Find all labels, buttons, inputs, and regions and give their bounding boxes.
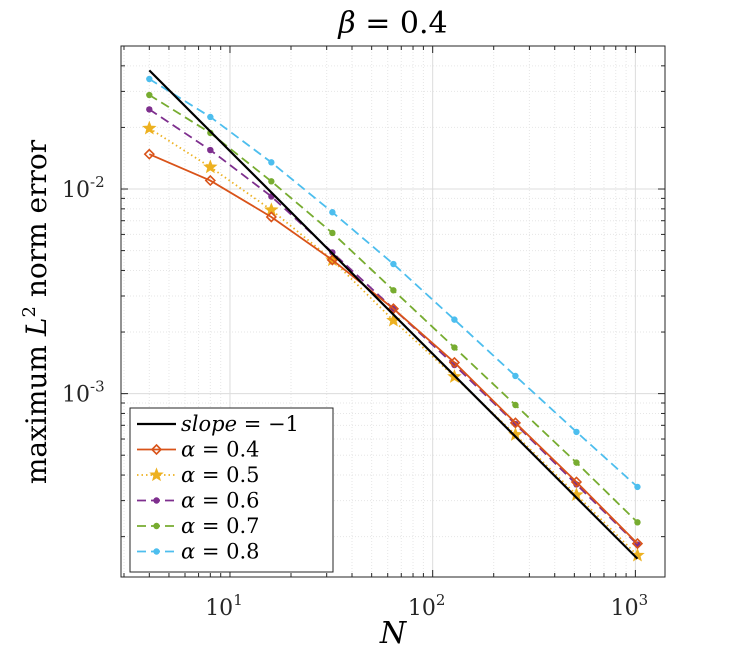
legend-item: α = 0.6: [137, 489, 260, 513]
legend-label: α = 0.5: [181, 463, 260, 487]
title-value: = 0.4: [356, 6, 448, 41]
data-point: [153, 522, 160, 530]
x-tick-label: 102: [408, 591, 446, 621]
legend-label: α = 0.8: [181, 540, 260, 564]
data-point: [573, 459, 580, 466]
data-point: [570, 476, 583, 488]
series--0.7: [146, 91, 641, 526]
data-point: [143, 148, 155, 160]
legend-item: α = 0.8: [137, 540, 260, 564]
data-point: [150, 443, 163, 456]
legend-box: [129, 407, 334, 573]
legend-item: slope = −1: [137, 412, 299, 436]
legend-item: α = 0.7: [137, 514, 260, 538]
axis-ticks: 101 102 103 10-3 10-2: [62, 45, 665, 621]
legend-label: α = 0.7: [181, 514, 260, 538]
data-point: [268, 178, 275, 185]
y-axis-label: maximum L2 norm error: [19, 139, 53, 484]
data-point: [451, 316, 458, 323]
data-point: [203, 159, 218, 174]
data-point: [634, 483, 641, 491]
data-point: [509, 417, 522, 429]
y-axis-label-sup: 2: [19, 306, 40, 317]
series-slope-1: [148, 69, 639, 560]
data-point: [451, 344, 458, 351]
data-point: [149, 467, 164, 482]
legend: slope = −1α = 0.4α = 0.5α = 0.6α = 0.7α …: [129, 407, 334, 573]
data-point: [204, 174, 216, 187]
y-axis-label-var: L: [20, 318, 53, 338]
chart-title: β = 0.4: [337, 6, 447, 41]
x-tick-label: 103: [611, 591, 649, 621]
data-point: [634, 519, 641, 526]
title-var: β: [337, 6, 355, 41]
y-tick-label: 10-3: [62, 378, 105, 408]
legend-item: α = 0.5: [137, 463, 260, 487]
data-point: [329, 209, 336, 216]
data-point: [142, 120, 157, 135]
legend-label: α = 0.4: [181, 438, 260, 462]
data-point: [207, 113, 214, 121]
series--0.8: [146, 75, 641, 491]
y-axis-label-prefix: maximum: [20, 336, 53, 484]
data-point: [631, 537, 644, 550]
y-tick-label: 10-2: [62, 173, 105, 203]
series-line: [148, 153, 639, 545]
data-point: [512, 372, 519, 380]
data-point: [265, 211, 277, 223]
legend-item: α = 0.4: [137, 438, 260, 462]
data-point: [146, 106, 153, 113]
data-point: [153, 497, 160, 504]
data-point: [268, 159, 275, 166]
data-point: [326, 254, 339, 266]
data-point: [207, 146, 214, 154]
data-point: [146, 91, 153, 99]
data-point: [329, 229, 336, 237]
legend-label: slope = −1: [181, 412, 299, 436]
x-axis-label: N: [379, 616, 408, 651]
series-lines: [142, 69, 645, 562]
plot-frame: [120, 45, 666, 578]
data-point: [573, 428, 580, 436]
data-point: [153, 548, 160, 555]
legend-label: α = 0.6: [181, 489, 260, 513]
data-point: [512, 401, 519, 409]
series-line: [148, 69, 639, 560]
y-axis-label-suffix: norm error: [20, 139, 53, 306]
data-point: [390, 287, 397, 294]
data-point: [448, 356, 461, 369]
data-point: [390, 260, 397, 268]
data-point: [146, 75, 153, 83]
x-tick-label: 101: [205, 591, 243, 621]
